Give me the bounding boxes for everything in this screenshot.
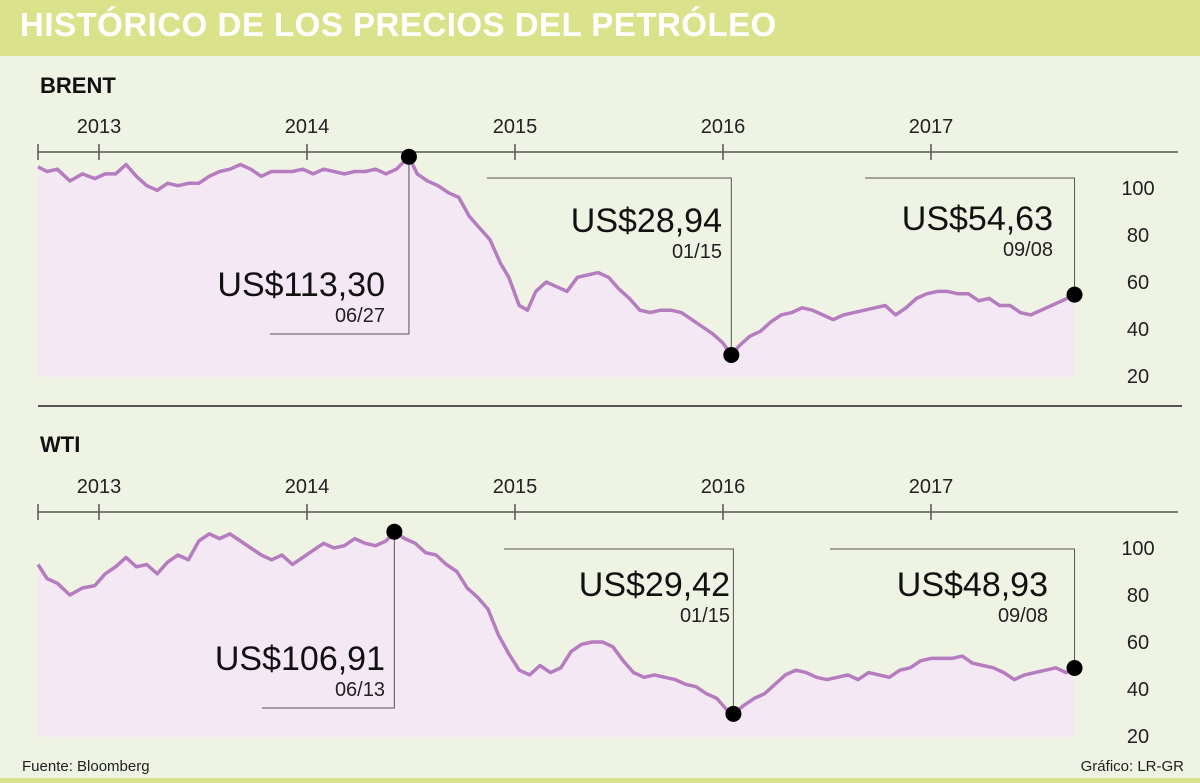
- y-tick-label: 60: [1127, 632, 1149, 654]
- annotation-date: 01/15: [672, 241, 722, 263]
- x-tick-label: 2015: [493, 476, 538, 498]
- x-tick-label: 2014: [285, 476, 330, 498]
- brent-chart: 2013 2014 2015 2016 2017 100 80 60 40 20 US$113,30…: [37, 116, 1178, 388]
- annotation-value: US$106,91: [215, 640, 385, 678]
- callout-line: [262, 531, 395, 709]
- area-fill: [38, 156, 1075, 377]
- x-tick-label: 2016: [701, 476, 746, 498]
- y-tick-label: 100: [1121, 538, 1154, 560]
- panel-divider: [38, 405, 1182, 407]
- callout-line: [865, 177, 1076, 295]
- x-tick-label: 2017: [909, 476, 954, 498]
- x-tick-label: 2013: [77, 476, 122, 498]
- callout-line: [504, 548, 734, 714]
- graphic-credit: Gráfico: LR-GR: [1080, 758, 1184, 775]
- annotation-value: US$113,30: [217, 266, 385, 304]
- data-point-marker: [400, 148, 417, 165]
- annotation-value: US$29,42: [579, 566, 730, 604]
- series-line: [37, 154, 1076, 357]
- source-note: Fuente: Bloomberg: [22, 758, 150, 775]
- callout-line: [487, 177, 732, 355]
- annotation-date: 01/15: [680, 605, 730, 627]
- chart-title: HISTÓRICO DE LOS PRECIOS DEL PETRÓLEO: [20, 6, 777, 43]
- x-tick-label: 2017: [909, 116, 954, 138]
- annotation-value: US$28,94: [571, 202, 722, 240]
- data-point-marker: [386, 523, 403, 540]
- y-tick-label: 40: [1127, 679, 1149, 701]
- annotation-date: 09/08: [1003, 239, 1053, 261]
- annotation-date: 06/13: [335, 679, 385, 701]
- y-tick-label: 80: [1127, 585, 1149, 607]
- annotation-value: US$54,63: [902, 200, 1053, 238]
- series-line: [36, 530, 1076, 716]
- data-point-marker: [725, 705, 742, 722]
- callout-line: [270, 156, 410, 335]
- y-tick-label: 20: [1127, 726, 1149, 748]
- x-tick-label: 2013: [77, 116, 122, 138]
- x-tick-label: 2014: [285, 116, 330, 138]
- area-fill: [38, 531, 1075, 737]
- y-tick-label: 60: [1127, 272, 1149, 294]
- y-tick-label: 20: [1127, 366, 1149, 388]
- data-point-marker: [1066, 660, 1083, 677]
- bottom-band: [0, 778, 1200, 783]
- y-tick-label: 100: [1121, 178, 1154, 200]
- annotation-date: 06/27: [335, 305, 385, 327]
- annotation-value: US$48,93: [897, 566, 1048, 604]
- annotation-date: 09/08: [998, 605, 1048, 627]
- y-tick-label: 80: [1127, 225, 1149, 247]
- x-tick-label: 2015: [493, 116, 538, 138]
- y-tick-label: 40: [1127, 319, 1149, 341]
- panel-label-wti: WTI: [40, 432, 81, 457]
- x-tick-label: 2016: [701, 116, 746, 138]
- data-point-marker: [1066, 286, 1083, 303]
- data-point-marker: [723, 346, 740, 363]
- title-banner: HISTÓRICO DE LOS PRECIOS DEL PETRÓLEO: [0, 0, 1200, 56]
- callout-line: [830, 548, 1076, 669]
- wti-chart: 2013 2014 2015 2016 2017 100 80 60 40 20 US$106,91…: [36, 476, 1178, 748]
- panel-label-brent: BRENT: [40, 73, 116, 98]
